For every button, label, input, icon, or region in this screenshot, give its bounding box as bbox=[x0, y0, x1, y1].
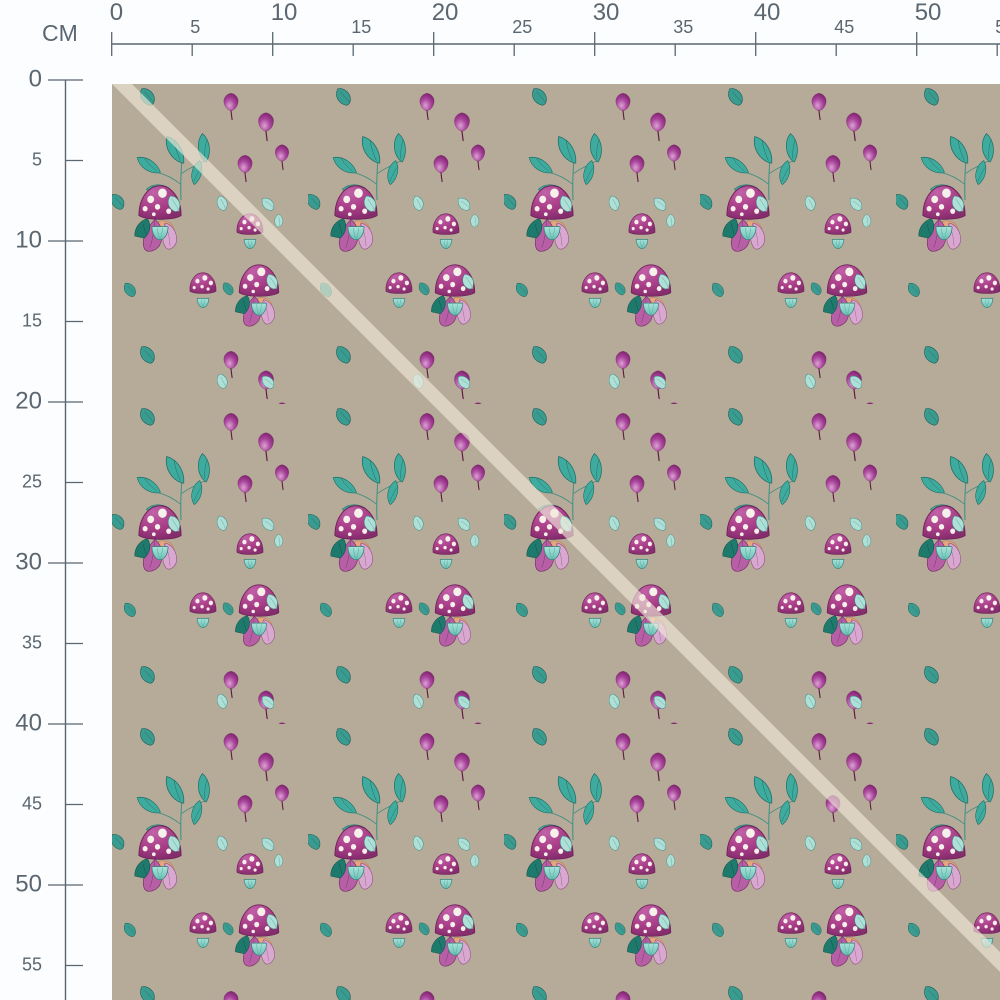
svg-text:10: 10 bbox=[271, 0, 298, 26]
svg-text:25: 25 bbox=[22, 471, 42, 491]
svg-text:30: 30 bbox=[593, 0, 620, 26]
svg-text:50: 50 bbox=[15, 870, 42, 897]
svg-text:25: 25 bbox=[512, 17, 532, 37]
svg-text:45: 45 bbox=[22, 793, 42, 813]
svg-text:15: 15 bbox=[22, 310, 42, 330]
svg-text:40: 40 bbox=[15, 709, 42, 736]
svg-text:35: 35 bbox=[22, 632, 42, 652]
svg-text:35: 35 bbox=[673, 17, 693, 37]
svg-text:50: 50 bbox=[915, 0, 942, 26]
svg-text:20: 20 bbox=[15, 387, 42, 414]
svg-text:55: 55 bbox=[995, 17, 1000, 37]
svg-text:5: 5 bbox=[32, 149, 42, 169]
svg-text:5: 5 bbox=[190, 17, 200, 37]
svg-text:CM: CM bbox=[42, 20, 78, 46]
svg-text:55: 55 bbox=[22, 954, 42, 974]
svg-text:10: 10 bbox=[15, 226, 42, 253]
svg-text:30: 30 bbox=[15, 548, 42, 575]
svg-text:40: 40 bbox=[754, 0, 781, 26]
svg-text:20: 20 bbox=[432, 0, 459, 26]
svg-text:15: 15 bbox=[351, 17, 371, 37]
svg-text:45: 45 bbox=[834, 17, 854, 37]
svg-text:0: 0 bbox=[29, 65, 42, 92]
svg-text:0: 0 bbox=[110, 0, 123, 26]
